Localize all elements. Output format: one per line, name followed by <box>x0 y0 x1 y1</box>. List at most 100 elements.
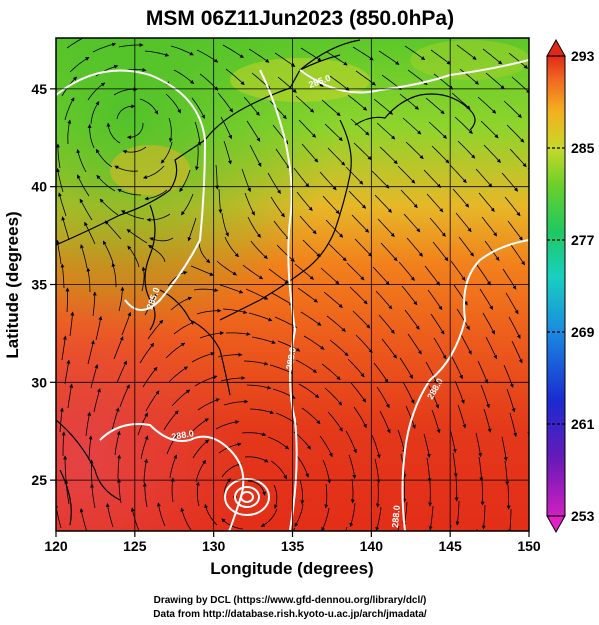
x-tick-label: 120 <box>44 538 68 554</box>
streamline <box>354 238 373 257</box>
streamline <box>215 164 220 190</box>
streamline <box>482 312 495 335</box>
streamline <box>508 508 513 531</box>
streamline <box>56 168 64 193</box>
streamline <box>325 219 344 238</box>
colorbar-tick-label: 285 <box>571 140 595 156</box>
streamline <box>459 68 480 85</box>
streamline <box>173 69 195 85</box>
streamline <box>455 212 472 233</box>
streamline <box>452 188 470 208</box>
streamline <box>59 407 64 433</box>
streamline <box>480 384 490 409</box>
streamline <box>502 268 517 290</box>
streamline <box>511 76 529 94</box>
streamline <box>117 188 142 196</box>
streamline <box>69 311 75 337</box>
streamline <box>199 331 225 339</box>
colorbar-top-triangle <box>546 38 566 57</box>
streamline <box>352 46 374 61</box>
streamline <box>145 390 160 412</box>
streamline <box>223 140 232 165</box>
streamline <box>111 262 117 287</box>
streamline <box>84 221 96 245</box>
y-axis-label: Latitude (degrees) <box>3 211 22 358</box>
streamline <box>433 337 447 360</box>
streamline <box>451 92 471 110</box>
streamline <box>260 508 278 527</box>
streamline <box>297 287 318 303</box>
streamline <box>485 336 498 360</box>
streamline <box>379 410 391 434</box>
wind-streamlines <box>56 38 548 531</box>
streamline <box>375 290 393 310</box>
streamline <box>374 194 392 213</box>
streamline <box>299 479 305 505</box>
streamline <box>506 124 525 143</box>
streamline <box>199 73 219 91</box>
streamline <box>509 412 518 437</box>
streamline <box>452 452 458 478</box>
streamline <box>61 216 70 241</box>
streamline <box>406 237 423 257</box>
streamline <box>274 316 298 328</box>
streamline <box>242 264 264 280</box>
streamline <box>67 119 72 145</box>
streamline <box>111 407 120 432</box>
streamline <box>76 148 87 173</box>
streamline <box>481 504 486 530</box>
streamline <box>527 167 529 170</box>
streamline <box>179 169 191 193</box>
streamline <box>114 430 121 456</box>
streamline <box>400 189 418 209</box>
streamline <box>402 117 422 135</box>
streamline <box>399 357 413 379</box>
streamline <box>198 241 211 264</box>
streamline <box>483 144 501 163</box>
streamline <box>119 384 130 408</box>
streamline <box>251 336 276 344</box>
streamline <box>326 315 346 332</box>
streamline <box>348 454 357 479</box>
x-tick-label: 130 <box>202 538 226 554</box>
streamline <box>87 123 95 149</box>
streamline <box>504 460 510 486</box>
streamline <box>454 476 459 502</box>
streamline <box>401 285 418 306</box>
streamline <box>56 143 61 169</box>
streamline <box>329 339 349 357</box>
streamline <box>293 167 310 188</box>
streamline <box>476 264 491 286</box>
streamline <box>148 244 166 263</box>
contour-label: 288.0 <box>284 346 298 370</box>
streamline <box>433 73 454 90</box>
streamline <box>171 389 191 407</box>
streamline <box>355 70 376 86</box>
streamline <box>538 336 548 358</box>
streamline <box>104 220 122 240</box>
streamline <box>63 455 68 481</box>
streamline <box>142 366 158 388</box>
streamline <box>274 52 296 67</box>
y-tick-label: 40 <box>31 179 47 195</box>
streamline <box>88 435 93 461</box>
streamline <box>453 284 468 306</box>
streamline <box>139 98 159 115</box>
streamline <box>399 93 420 110</box>
streamline <box>187 217 197 242</box>
streamline <box>426 193 444 213</box>
streamline <box>293 431 311 450</box>
streamline <box>267 172 281 195</box>
streamline <box>116 360 127 384</box>
streamline <box>249 144 262 168</box>
streamline <box>534 216 548 235</box>
streamline <box>192 439 210 459</box>
streamline <box>504 196 521 217</box>
streamline <box>329 75 350 91</box>
streamline <box>223 399 249 406</box>
streamline <box>220 376 246 382</box>
streamline <box>483 408 492 433</box>
streamline <box>267 436 290 450</box>
streamline <box>507 220 523 241</box>
streamline <box>353 406 367 429</box>
